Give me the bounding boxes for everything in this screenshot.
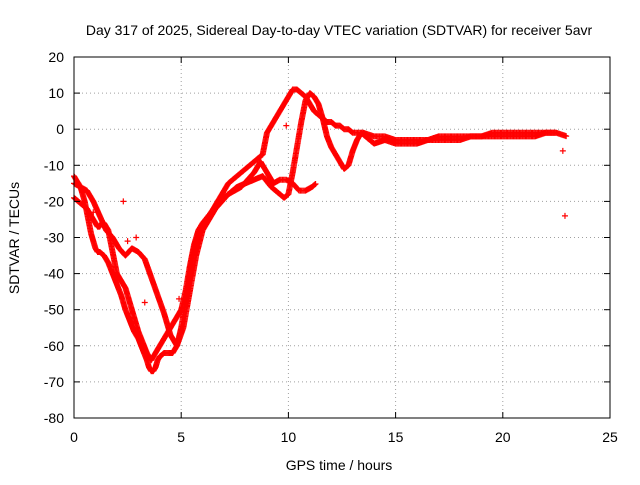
- data-point-marker: [559, 147, 566, 154]
- data-point-marker: [561, 212, 568, 219]
- tick-layer: 0 5 10 15 20 25 -80 -70 -60 -50 -40 -30 -20 -10 0 10 20: [44, 49, 618, 445]
- x-tick-label: 0: [70, 429, 78, 445]
- y-tick-label: -60: [44, 338, 64, 354]
- y-tick-label: 10: [48, 85, 64, 101]
- y-tick-label: -30: [44, 230, 64, 246]
- data-point-marker: [133, 234, 140, 241]
- x-tick-label: 15: [388, 429, 404, 445]
- y-tick-label: -80: [44, 410, 64, 426]
- data-point-marker: [563, 133, 570, 140]
- x-axis-label: GPS time / hours: [286, 457, 393, 473]
- x-tick-label: 5: [177, 429, 185, 445]
- y-tick-label: 0: [56, 121, 64, 137]
- y-tick-label: -50: [44, 302, 64, 318]
- data-point-marker: [141, 299, 148, 306]
- y-tick-label: -70: [44, 374, 64, 390]
- y-tick-label: -20: [44, 193, 64, 209]
- series-outliers: [75, 122, 568, 306]
- data-point-marker: [283, 122, 290, 129]
- data-point-marker: [75, 180, 82, 187]
- x-tick-label: 25: [602, 429, 618, 445]
- x-tick-label: 20: [495, 429, 511, 445]
- y-tick-label: -10: [44, 157, 64, 173]
- y-tick-label: -40: [44, 266, 64, 282]
- data-layer: [71, 86, 570, 375]
- series-main-trace: [71, 86, 570, 375]
- data-point-marker: [120, 198, 127, 205]
- series-secondary-trace: [71, 90, 559, 364]
- chart-title: Day 317 of 2025, Sidereal Day-to-day VTE…: [86, 22, 593, 38]
- data-point-marker: [124, 238, 131, 245]
- data-point-marker: [90, 209, 97, 216]
- data-point-marker: [311, 181, 318, 188]
- data-point-marker: [312, 180, 319, 187]
- data-point-marker: [107, 263, 114, 270]
- y-axis-label: SDTVAR / TECUs: [6, 182, 22, 294]
- data-point-marker: [552, 129, 559, 136]
- series-side-trace: [71, 158, 319, 349]
- x-tick-label: 10: [281, 429, 297, 445]
- y-tick-label: 20: [48, 49, 64, 65]
- data-point-marker: [176, 295, 183, 302]
